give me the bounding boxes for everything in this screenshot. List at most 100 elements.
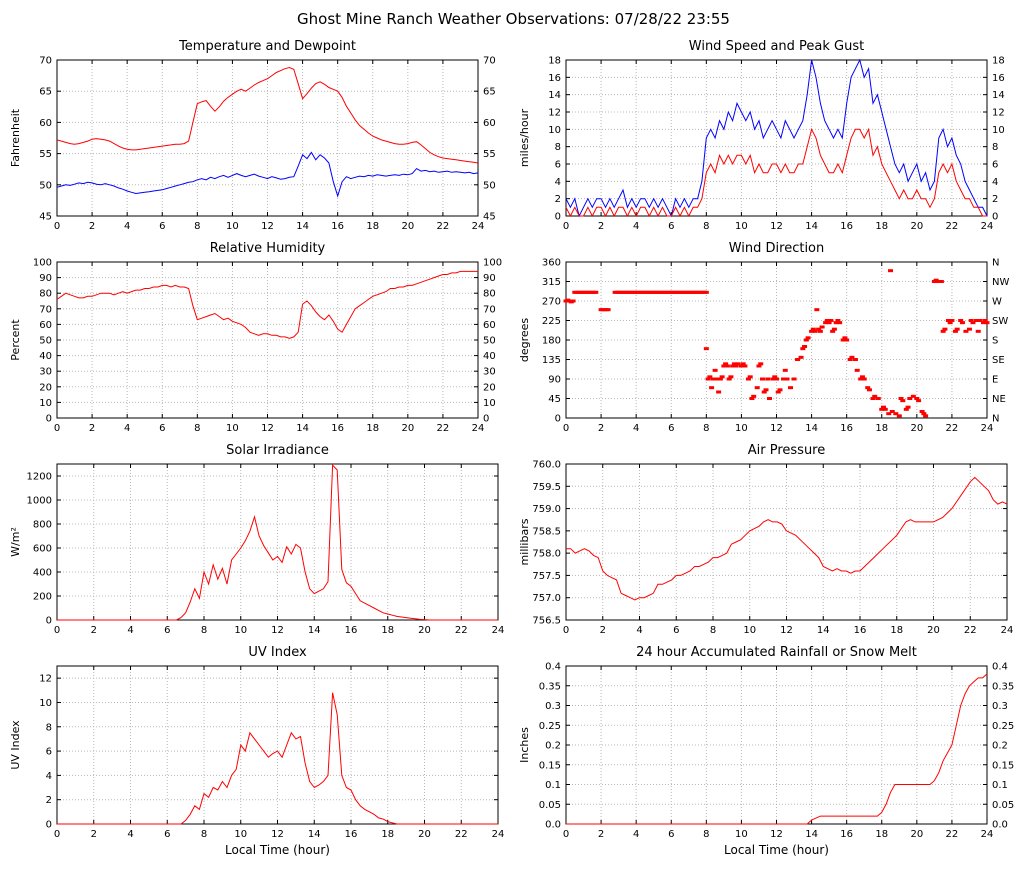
svg-text:NW: NW	[992, 277, 1009, 288]
chart-svg-solar-irradiance: 0 2 4 6 8 10 12 14 16 18 20 22 240200400600800100012…	[9, 443, 505, 636]
svg-text:0.15: 0.15	[539, 760, 561, 771]
svg-text:4: 4	[992, 177, 998, 188]
svg-text:10: 10	[234, 625, 247, 636]
svg-text:40: 40	[483, 351, 496, 362]
svg-text:24: 24	[981, 829, 994, 840]
svg-text:45: 45	[483, 212, 496, 223]
svg-text:0: 0	[563, 221, 569, 232]
svg-text:8: 8	[703, 221, 709, 232]
svg-text:8: 8	[201, 625, 207, 636]
chart-temperature-dewpoint: 0 2 4 6 8 10 12 14 16 18 20 22 24 45 45 50 50 55 55 60 60 65 6…	[7, 36, 512, 236]
svg-text:90: 90	[39, 273, 52, 284]
svg-text:760.0: 760.0	[532, 460, 561, 471]
svg-text:4: 4	[46, 771, 52, 782]
svg-text:16: 16	[854, 625, 867, 636]
svg-text:12: 12	[780, 625, 793, 636]
svg-text:20: 20	[927, 625, 940, 636]
svg-text:12: 12	[261, 423, 274, 434]
svg-text:400: 400	[33, 568, 52, 579]
svg-text:800: 800	[33, 520, 52, 531]
svg-text:20: 20	[418, 829, 431, 840]
svg-text:18: 18	[875, 221, 888, 232]
svg-text:12: 12	[770, 221, 783, 232]
svg-text:10: 10	[743, 625, 756, 636]
svg-text:4: 4	[124, 221, 130, 232]
svg-text:20: 20	[910, 829, 923, 840]
svg-text:14: 14	[308, 829, 321, 840]
svg-text:270: 270	[542, 297, 561, 308]
svg-text:2: 2	[992, 194, 998, 205]
chart-title-uv-index: UV Index	[248, 645, 307, 660]
svg-text:100: 100	[33, 258, 52, 269]
svg-text:50: 50	[483, 180, 496, 191]
svg-text:315: 315	[542, 277, 561, 288]
svg-text:0.1: 0.1	[545, 780, 561, 791]
svg-text:12: 12	[992, 108, 1005, 119]
series-solar	[57, 464, 498, 621]
svg-text:4: 4	[124, 423, 130, 434]
svg-text:N: N	[992, 414, 999, 425]
svg-text:14: 14	[805, 221, 818, 232]
svg-text:10: 10	[39, 698, 52, 709]
svg-text:8: 8	[710, 625, 716, 636]
svg-text:20: 20	[418, 625, 431, 636]
svg-text:18: 18	[366, 423, 379, 434]
chart-wind-direction: 0 2 4 6 8 10 12 14 16 18 20 22 24 0 N 45 NE 90 E 135 SE 180 S 2…	[516, 238, 1021, 438]
svg-text:0.4: 0.4	[545, 662, 561, 673]
svg-text:12: 12	[770, 423, 783, 434]
svg-text:70: 70	[39, 304, 52, 315]
svg-text:16: 16	[992, 73, 1005, 84]
svg-text:20: 20	[39, 382, 52, 393]
svg-text:18: 18	[890, 625, 903, 636]
svg-text:16: 16	[331, 423, 344, 434]
svg-text:18: 18	[992, 56, 1005, 67]
svg-text:0: 0	[54, 221, 60, 232]
svg-text:45: 45	[548, 394, 561, 405]
x-axis-label-uv-index: Local Time (hour)	[225, 843, 330, 857]
weather-dashboard: Ghost Mine Ranch Weather Observations: 0…	[7, 10, 1021, 857]
series-wind-direction	[563, 269, 990, 418]
svg-text:0.4: 0.4	[992, 662, 1008, 673]
chart-svg-air-pressure: 0 2 4 6 8 10 12 14 16 18 20 22 24756.5757.0757.5758.…	[518, 443, 1013, 636]
svg-text:8: 8	[194, 221, 200, 232]
svg-text:1000: 1000	[27, 496, 52, 507]
series-dewpoint	[56, 151, 479, 198]
svg-text:60: 60	[483, 118, 496, 129]
svg-text:10: 10	[483, 398, 496, 409]
svg-text:0.15: 0.15	[992, 760, 1014, 771]
svg-text:4: 4	[555, 177, 561, 188]
svg-text:10: 10	[548, 125, 561, 136]
svg-text:135: 135	[542, 355, 561, 366]
svg-text:6: 6	[668, 829, 674, 840]
svg-text:16: 16	[840, 423, 853, 434]
svg-text:2: 2	[46, 795, 52, 806]
svg-text:N: N	[992, 258, 999, 269]
svg-text:2: 2	[91, 625, 97, 636]
svg-text:8: 8	[703, 423, 709, 434]
svg-text:40: 40	[39, 351, 52, 362]
svg-text:22: 22	[946, 423, 959, 434]
svg-text:8: 8	[46, 722, 52, 733]
chart-title-air-pressure: Air Pressure	[748, 443, 826, 458]
y-axis-label-solar-irradiance: W/m²	[9, 527, 22, 557]
chart-title-relative-humidity: Relative Humidity	[210, 241, 326, 256]
series-uv	[57, 692, 498, 825]
svg-text:10: 10	[735, 423, 748, 434]
svg-text:18: 18	[366, 221, 379, 232]
svg-text:60: 60	[39, 118, 52, 129]
svg-text:2: 2	[598, 829, 604, 840]
svg-text:0.05: 0.05	[992, 800, 1014, 811]
y-axis-label-wind-speed-gust: miles/hour	[518, 108, 531, 167]
svg-text:0.2: 0.2	[545, 741, 561, 752]
svg-text:14: 14	[296, 423, 309, 434]
svg-text:0.25: 0.25	[992, 721, 1014, 732]
svg-text:360: 360	[542, 258, 561, 269]
svg-text:756.5: 756.5	[532, 616, 561, 627]
series-pressure	[566, 476, 1008, 601]
svg-text:0: 0	[555, 414, 561, 425]
svg-text:24: 24	[492, 625, 505, 636]
svg-text:16: 16	[548, 73, 561, 84]
svg-text:12: 12	[261, 221, 274, 232]
